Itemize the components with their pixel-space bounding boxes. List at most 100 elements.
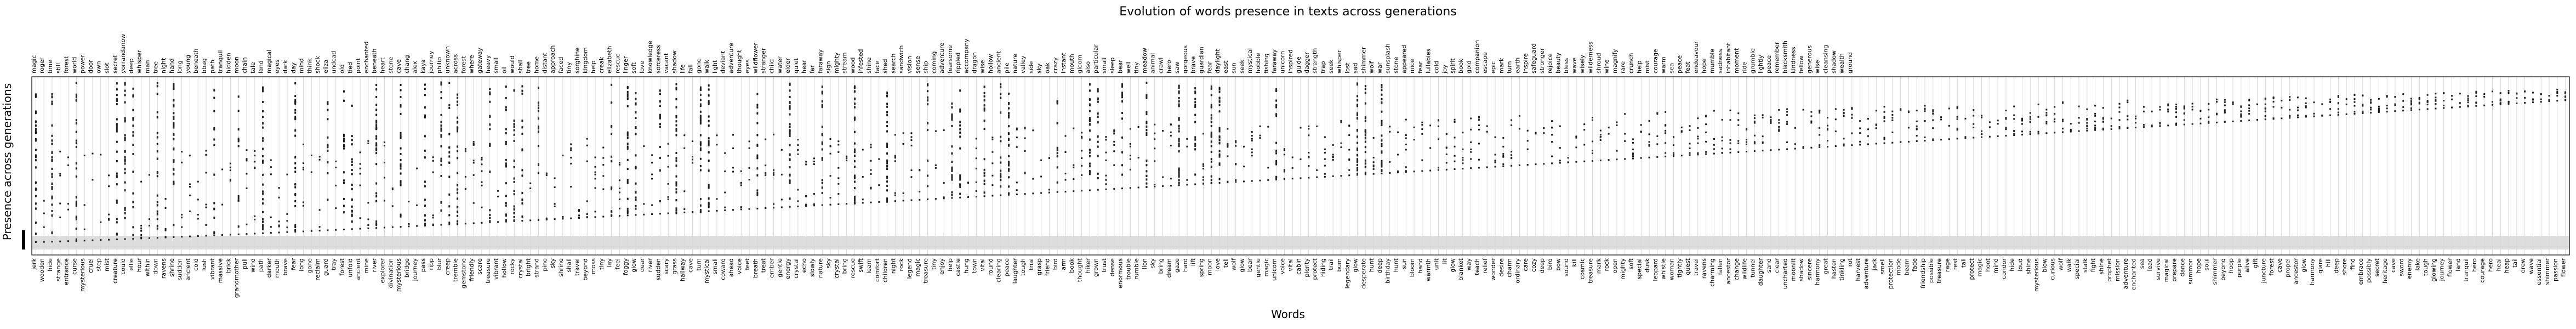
top-tick-label: sea <box>1668 63 1675 73</box>
top-tick-label: wealth <box>1838 53 1845 73</box>
data-point <box>1218 97 1221 100</box>
data-point <box>237 197 240 200</box>
data-point <box>1113 164 1115 166</box>
data-point <box>1632 148 1634 150</box>
data-point <box>2118 119 2121 121</box>
data-point <box>1502 163 1504 166</box>
data-point <box>1267 126 1269 128</box>
data-point <box>2005 134 2007 137</box>
data-point <box>1121 92 1124 94</box>
data-point <box>262 220 264 223</box>
data-point <box>708 84 710 87</box>
top-tick-label: sandwich <box>898 45 905 73</box>
data-point <box>586 160 588 162</box>
data-point <box>2353 98 2356 100</box>
data-point <box>1389 172 1391 174</box>
data-point <box>772 174 774 176</box>
data-point <box>124 156 126 159</box>
data-point <box>246 233 248 235</box>
data-point <box>116 82 118 85</box>
data-point <box>2045 122 2048 124</box>
data-point <box>375 224 378 226</box>
data-point <box>1843 145 1845 147</box>
data-point <box>635 198 637 201</box>
data-point <box>837 177 840 179</box>
bottom-tick-label: sea <box>2138 258 2145 269</box>
data-point <box>505 214 507 217</box>
data-point <box>375 142 378 145</box>
data-point <box>708 142 710 145</box>
bottom-tick-label: step <box>95 258 102 271</box>
data-point <box>1227 143 1229 145</box>
data-point <box>1713 138 1715 140</box>
top-tick-label: book <box>1457 59 1464 73</box>
top-tick-label: fishing <box>1263 53 1270 73</box>
bottom-tick-label: voice <box>736 258 743 274</box>
data-point <box>448 222 451 224</box>
data-point <box>75 82 77 84</box>
data-point <box>829 145 831 148</box>
top-tick-label: power <box>79 55 86 73</box>
data-point <box>294 109 297 111</box>
data-point <box>173 124 175 127</box>
data-point <box>2142 106 2145 108</box>
data-point <box>959 89 961 92</box>
bottom-tick-label: harmony <box>2309 258 2316 285</box>
data-point <box>181 151 183 153</box>
data-point <box>197 213 199 215</box>
data-point <box>2199 117 2202 120</box>
data-point <box>611 101 613 104</box>
data-point <box>1592 150 1594 152</box>
data-point <box>513 190 515 192</box>
bottom-tick-label: smell <box>1879 258 1886 274</box>
data-point <box>1170 123 1172 126</box>
data-point <box>2159 125 2161 127</box>
data-point <box>2337 102 2339 104</box>
data-point <box>1007 176 1010 179</box>
data-point <box>327 144 329 146</box>
top-tick-label: shall <box>517 59 524 73</box>
data-point <box>1819 134 1821 136</box>
data-point <box>116 99 118 101</box>
data-point <box>286 213 288 215</box>
bottom-tick-label: loud <box>2017 258 2024 271</box>
data-point <box>2054 113 2056 115</box>
data-point <box>1672 136 1674 138</box>
data-point <box>2175 105 2178 107</box>
data-point <box>699 147 702 150</box>
data-point <box>1737 124 1740 126</box>
data-point <box>2459 93 2461 95</box>
data-point <box>2418 97 2420 99</box>
top-tick-label: adventure <box>728 42 735 73</box>
data-point <box>1178 145 1180 148</box>
data-point <box>943 182 945 184</box>
data-point <box>1697 117 1699 120</box>
data-point <box>699 143 702 146</box>
data-point <box>1405 171 1407 173</box>
data-point <box>1357 112 1359 115</box>
data-point <box>424 204 426 207</box>
data-point <box>1364 134 1366 137</box>
data-point <box>108 213 110 215</box>
data-point <box>1186 138 1188 140</box>
data-point <box>2467 105 2469 107</box>
bottom-tick-label: heap <box>2503 258 2510 273</box>
data-point <box>1324 148 1326 150</box>
data-point <box>1599 135 1602 138</box>
data-point <box>2118 103 2121 105</box>
data-point <box>173 183 175 185</box>
data-point <box>213 144 215 146</box>
data-point <box>1178 175 1180 178</box>
bottom-tick-label: small <box>711 258 719 274</box>
data-point <box>756 122 759 124</box>
data-point <box>75 99 77 102</box>
data-point <box>886 121 888 123</box>
data-point <box>545 217 548 219</box>
data-point <box>513 212 515 214</box>
data-point <box>2296 116 2299 118</box>
bottom-tick-label: creature <box>111 258 118 283</box>
top-tick-label: crawl <box>1158 58 1165 73</box>
data-point <box>1210 131 1212 134</box>
data-point <box>2159 109 2161 111</box>
top-tick-label: wise <box>979 60 986 73</box>
